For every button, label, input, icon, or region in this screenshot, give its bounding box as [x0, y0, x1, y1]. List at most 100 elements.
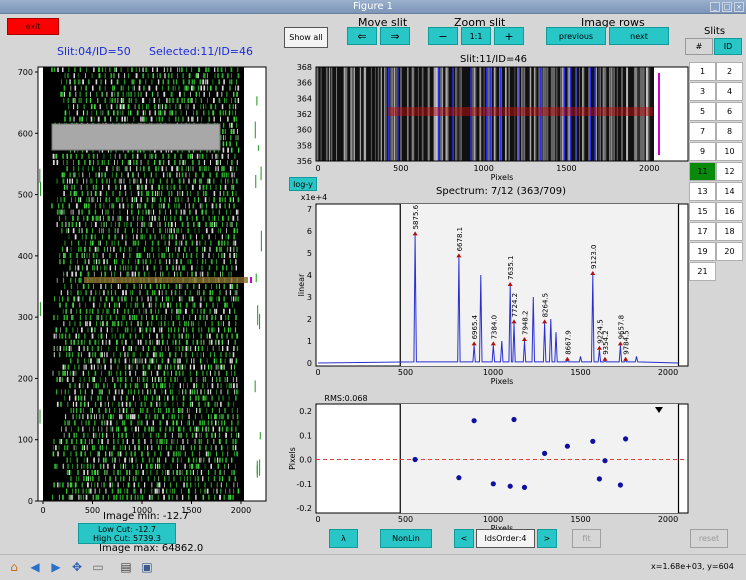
image-line: [221, 197, 223, 203]
save-icon[interactable]: ▣: [141, 560, 153, 574]
slit-cell-2[interactable]: 2: [716, 62, 743, 81]
image-line: [82, 370, 85, 376]
slit-cell-4[interactable]: 4: [716, 82, 743, 101]
slit-cell-14[interactable]: 14: [716, 182, 743, 201]
ids-order-prev-button[interactable]: <: [454, 529, 474, 548]
image-line: [207, 271, 209, 277]
zoom-icon[interactable]: ▭: [92, 560, 104, 574]
show-all-button[interactable]: Show all: [284, 27, 328, 48]
image-line: [70, 476, 72, 482]
image-line: [142, 234, 144, 240]
image-line: [93, 116, 95, 122]
image-line: [72, 377, 74, 382]
forward-icon[interactable]: ▶: [51, 560, 61, 574]
image-line: [201, 203, 203, 209]
image-line: [165, 470, 167, 475]
image-line: [117, 327, 119, 333]
configure-icon[interactable]: ▤: [120, 560, 132, 574]
image-line: [194, 476, 196, 482]
previous-rows-button[interactable]: previous: [546, 27, 606, 45]
maximize-button[interactable]: □: [722, 2, 732, 12]
slit-cell-17[interactable]: 17: [689, 222, 716, 241]
zoom-in-button[interactable]: +: [494, 27, 524, 45]
slit-cell-20[interactable]: 20: [716, 242, 743, 261]
image-line: [131, 197, 133, 203]
slit-cell-18[interactable]: 18: [716, 222, 743, 241]
image-line: [79, 116, 81, 122]
slit-cell-5[interactable]: 5: [689, 102, 716, 121]
slit-cell-7[interactable]: 7: [689, 122, 716, 141]
image-line: [157, 364, 160, 370]
residuals-plot[interactable]: 0.20.10.0-0.1-0.20 500 1000 1500 2000RMS:0.0…: [280, 378, 690, 534]
selected-info-label: Selected:11/ID=46: [149, 45, 254, 58]
lambda-button[interactable]: λ: [329, 529, 358, 548]
slit-cell-1[interactable]: 1: [689, 62, 716, 81]
image-line: [63, 253, 65, 258]
slit-cell-3[interactable]: 3: [689, 82, 716, 101]
zoom-out-button[interactable]: −: [428, 27, 458, 45]
image-line: [126, 494, 129, 500]
image-line: [150, 116, 153, 122]
image-line: [121, 160, 123, 165]
home-icon[interactable]: ⌂: [10, 560, 18, 574]
slit-cell-16[interactable]: 16: [716, 202, 743, 221]
image-line: [77, 358, 79, 364]
image-line: [218, 98, 221, 103]
slit-cell-11[interactable]: 11: [689, 162, 716, 181]
image-line: [52, 153, 55, 159]
image-line: [110, 73, 113, 79]
slit-cell-8[interactable]: 8: [716, 122, 743, 141]
fit-button[interactable]: fit: [572, 529, 601, 548]
image-line: [154, 215, 156, 221]
image-ytick-label: 400: [18, 252, 33, 261]
image-line: [165, 259, 167, 265]
log-y-button[interactable]: log-y: [289, 177, 317, 191]
image-line: [204, 240, 206, 246]
slit-cell-6[interactable]: 6: [716, 102, 743, 121]
reset-button[interactable]: reset: [690, 529, 728, 548]
image-line: [168, 327, 170, 333]
slit-cell-15[interactable]: 15: [689, 202, 716, 221]
image-line: [206, 370, 208, 376]
slit-cell-12[interactable]: 12: [716, 162, 743, 181]
ids-order-field[interactable]: IdsOrder:4: [476, 529, 535, 548]
pan-icon[interactable]: ✥: [71, 560, 83, 574]
cuts-box[interactable]: Low Cut: -12.7 High Cut: 5739.3: [78, 523, 176, 544]
back-icon[interactable]: ◀: [30, 560, 40, 574]
image-line: [214, 67, 216, 72]
slit-cell-10[interactable]: 10: [716, 142, 743, 161]
image-line: [117, 91, 119, 97]
exit-button[interactable]: exit: [7, 18, 59, 35]
slit-cell-13[interactable]: 13: [689, 182, 716, 201]
image-line: [234, 370, 236, 376]
image-line: [98, 358, 100, 364]
minimize-button[interactable]: _: [710, 2, 720, 12]
sort-by-number-button[interactable]: #: [685, 38, 713, 55]
image-line: [211, 420, 213, 426]
image-line: [66, 246, 68, 252]
ids-order-next-button[interactable]: >: [537, 529, 557, 548]
image-line: [129, 358, 130, 364]
sort-by-id-button[interactable]: ID: [714, 38, 742, 55]
image-line: [167, 85, 170, 91]
image-line: [70, 259, 72, 265]
image-line: [223, 494, 225, 500]
slit-cell-19[interactable]: 19: [689, 242, 716, 261]
slit-cell-9[interactable]: 9: [689, 142, 716, 161]
image-line: [204, 321, 206, 327]
image-line: [192, 116, 194, 122]
nonlin-button[interactable]: NonLin: [380, 529, 432, 548]
image-line: [62, 67, 64, 72]
next-rows-button[interactable]: next: [609, 27, 669, 45]
image-line: [142, 215, 143, 221]
move-slit-left-button[interactable]: ⇐: [347, 27, 377, 45]
move-slit-right-button[interactable]: ⇒: [380, 27, 410, 45]
zoom-reset-button[interactable]: 1:1: [461, 27, 491, 45]
image-line: [182, 370, 184, 376]
close-button[interactable]: ×: [734, 2, 744, 12]
slit-cell-21[interactable]: 21: [689, 262, 716, 281]
image-line: [73, 339, 75, 345]
